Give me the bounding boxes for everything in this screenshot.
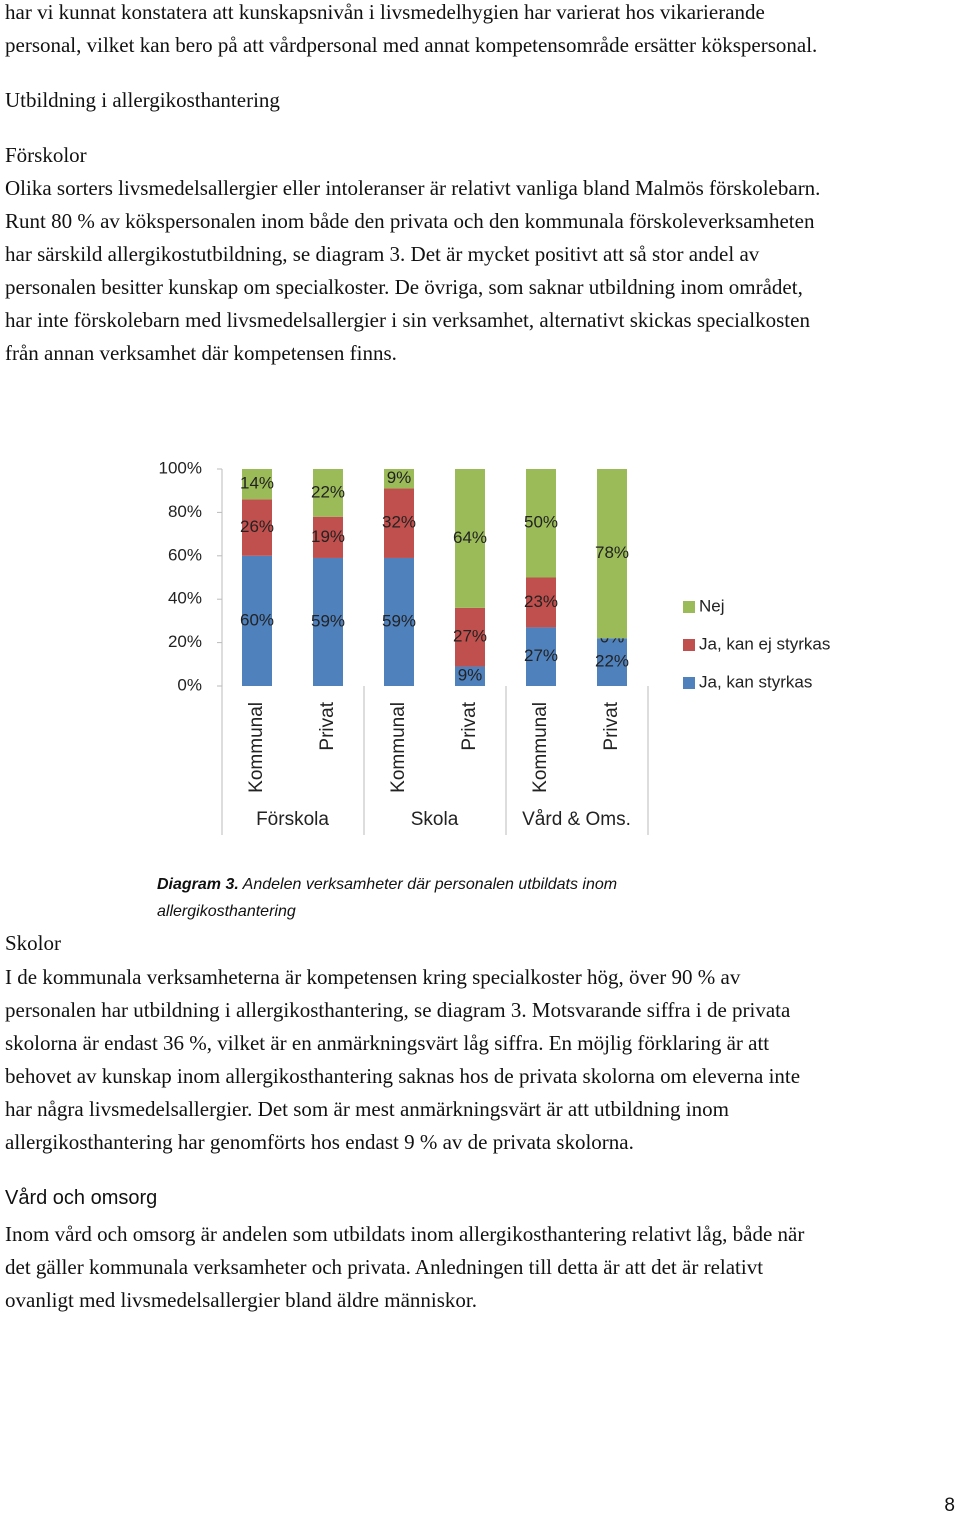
text-line: har inte förskolebarn med livsmedelsalle… — [5, 308, 810, 332]
text-line: har vi kunnat konstatera att kunskapsniv… — [5, 0, 765, 24]
value-label: 9% — [458, 666, 483, 685]
paragraph: Olika sorters livsmedelsallergier eller … — [5, 172, 820, 370]
value-label: 22% — [595, 652, 629, 671]
caption-text: Andelen verksamheter där personalen utbi… — [242, 876, 618, 893]
value-label: 59% — [311, 611, 345, 630]
y-tick-label: 40% — [168, 589, 202, 608]
bar-segment — [242, 469, 272, 500]
y-tick-label: 80% — [168, 502, 202, 521]
text-line: ovanligt med livsmedelsallergier bland ä… — [5, 1288, 477, 1312]
text-line: skolorna är endast 36 %, vilket är en an… — [5, 1031, 770, 1055]
bar-segment — [384, 469, 414, 489]
bar-segment — [384, 557, 414, 686]
legend-swatch — [683, 601, 695, 613]
subheading: Vård och omsorg — [5, 1187, 158, 1209]
text-line: Runt 80 % av kökspersonalen inom både de… — [5, 209, 815, 233]
page-number: 8 — [944, 1495, 955, 1516]
value-label: 9% — [387, 468, 412, 487]
caption-line: allergikosthantering — [157, 903, 296, 920]
bar-segment — [313, 516, 343, 558]
text-line: personal, vilket kan bero på att vårdper… — [5, 33, 818, 57]
x-tick-label: Kommunal — [246, 702, 267, 793]
bar-segment — [597, 638, 627, 686]
caption: Diagram 3. Andelen verksamheter där pers… — [157, 871, 617, 925]
value-label: 64% — [453, 528, 487, 547]
text-line: har särskild allergikostutbildning, se d… — [5, 242, 760, 266]
value-label: 32% — [382, 513, 416, 532]
value-label: 59% — [382, 611, 416, 630]
value-label: 23% — [524, 592, 558, 611]
x-tick-label: Privat — [317, 701, 338, 750]
value-label: 27% — [524, 646, 558, 665]
group-label: Skola — [411, 809, 459, 830]
value-label: 50% — [524, 513, 558, 532]
subheading: Skolor — [5, 931, 62, 955]
text-line: behovet av kunskap inom allergikosthante… — [5, 1064, 801, 1088]
x-tick-label: Privat — [601, 701, 622, 750]
intro-paragraph: har vi kunnat konstatera att kunskapsniv… — [5, 0, 817, 62]
text-line: det gäller kommunala verksamheter och pr… — [5, 1255, 764, 1279]
legend-label: Ja, kan styrkas — [699, 672, 812, 691]
x-tick-label: Privat — [459, 701, 480, 750]
caption-label: Diagram 3. — [157, 876, 239, 893]
paragraph: I de kommunala verksamheterna är kompete… — [5, 961, 800, 1159]
x-tick-label: Kommunal — [388, 702, 409, 793]
y-tick-label: 100% — [159, 458, 202, 477]
text-line: Inom vård och omsorg är andelen som utbi… — [5, 1222, 805, 1246]
text-line: allergikosthantering har genomförts hos … — [5, 1130, 634, 1154]
subheading: Förskolor — [5, 143, 87, 167]
bar-segment — [455, 607, 485, 667]
legend-label: Nej — [699, 596, 725, 615]
paragraph: Inom vård och omsorg är andelen som utbi… — [5, 1218, 804, 1317]
legend-swatch — [683, 639, 695, 651]
bar-segment — [455, 469, 485, 608]
bar-segment — [313, 557, 343, 686]
value-label: 14% — [240, 474, 274, 493]
value-label: 26% — [240, 517, 274, 536]
text-line: från annan verksamhet där kompetensen fi… — [5, 341, 397, 365]
bar-segment — [313, 469, 343, 517]
caption-line: Diagram 3. Andelen verksamheter där pers… — [157, 871, 617, 898]
text-line: Olika sorters livsmedelsallergier eller … — [5, 176, 821, 200]
bar-segment — [526, 627, 556, 686]
legend-label: Ja, kan ej styrkas — [699, 634, 830, 653]
value-label: 19% — [311, 527, 345, 546]
section-heading: Utbildning i allergikosthantering — [5, 88, 280, 112]
x-tick-label: Kommunal — [530, 702, 551, 793]
text-line: har några livsmedelsallergier. Det som ä… — [5, 1097, 729, 1121]
y-tick-label: 0% — [177, 675, 202, 694]
bar-segment — [242, 555, 272, 686]
bar-segment — [526, 469, 556, 578]
chart: 0% 20% 40% 60% 80% 100% 60% 26% 14% Kommunal 59% 19… — [159, 458, 830, 835]
text-line: personalen har utbildning i allergikosth… — [5, 998, 791, 1022]
bar-segment — [384, 488, 414, 558]
bar-segment — [242, 499, 272, 556]
legend-swatch — [683, 677, 695, 689]
value-label: 60% — [240, 610, 274, 629]
group-label: Vård & Oms. — [522, 809, 631, 830]
bar-segment — [455, 666, 485, 686]
text-line: I de kommunala verksamheterna är kompete… — [5, 965, 741, 989]
y-tick-label: 20% — [168, 632, 202, 651]
value-label: 22% — [311, 482, 345, 501]
bar-segment — [526, 577, 556, 628]
y-tick-label: 60% — [168, 545, 202, 564]
value-label: 27% — [453, 627, 487, 646]
bar-segment — [597, 469, 627, 639]
text-line: personalen besitter kunskap om specialko… — [5, 275, 803, 299]
group-label: Förskola — [256, 809, 329, 830]
value-label: 78% — [595, 543, 629, 562]
